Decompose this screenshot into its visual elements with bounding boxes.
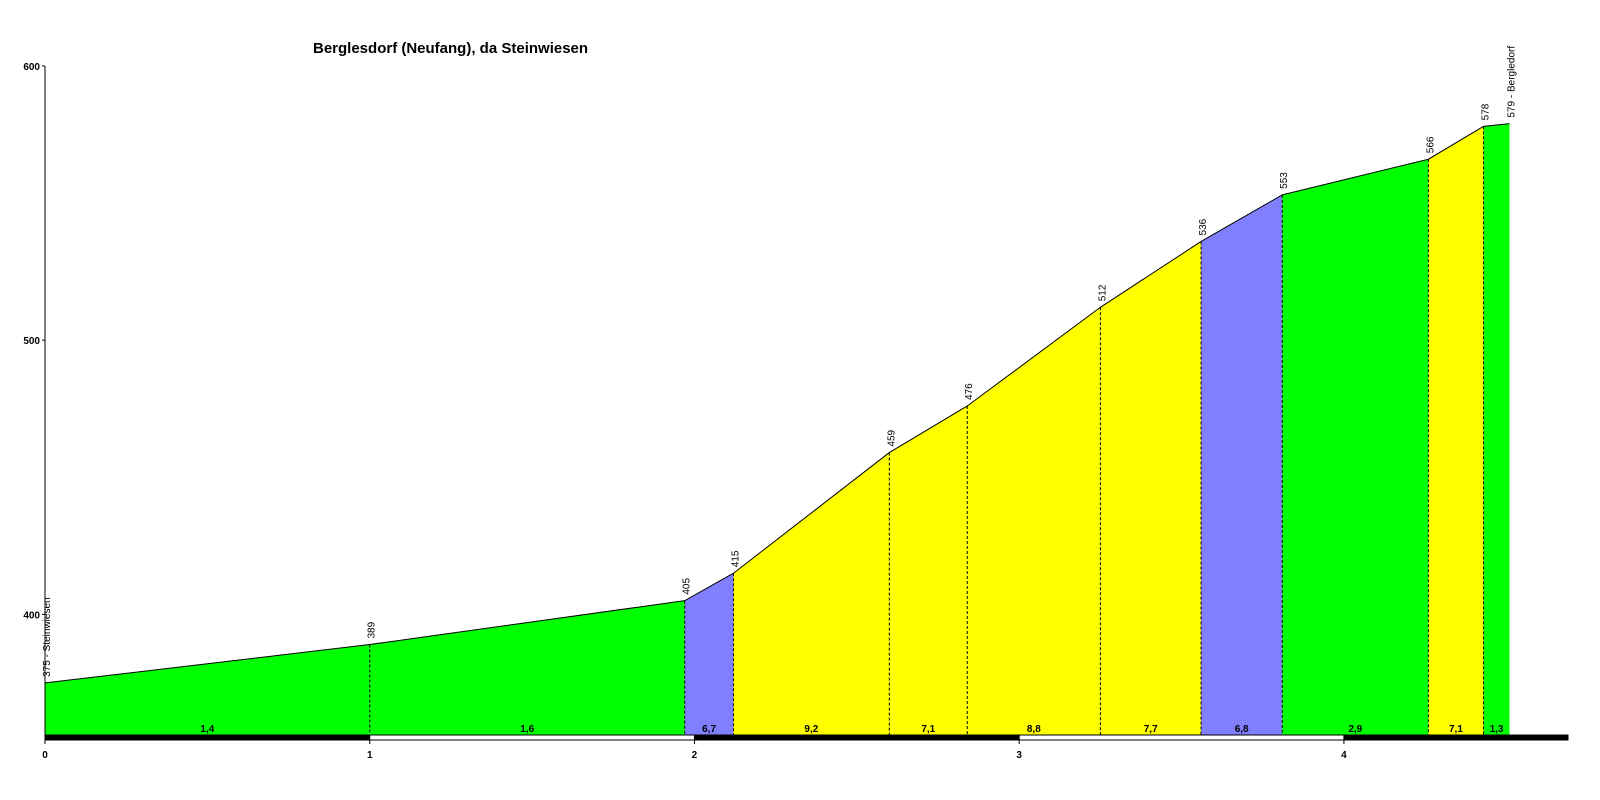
segment-area (684, 573, 734, 735)
segment-grade: 9,2 (804, 724, 818, 735)
segment-area (369, 600, 685, 735)
segment-area (1483, 123, 1510, 735)
segment-area (1201, 194, 1283, 736)
point-label: 405 (682, 578, 693, 595)
point-label: 476 (964, 383, 975, 400)
distance-ruler (44, 734, 371, 741)
distance-ruler (1018, 734, 1345, 741)
y-tick-label: 500 (23, 336, 40, 347)
segment-area (45, 644, 370, 735)
point-label: 579 - Bergledorf (1507, 46, 1518, 118)
point-label: 389 (367, 621, 378, 638)
y-tick-label: 600 (23, 62, 40, 73)
segment-grade: 6,7 (702, 724, 716, 735)
profile-line (44, 123, 1510, 684)
x-tick-label: 2 (692, 750, 698, 761)
point-label: 375 - Steinwiesen (42, 597, 53, 677)
distance-ruler (693, 734, 1020, 741)
segment-grade: 1,4 (200, 724, 214, 735)
segment-grade: 1,6 (520, 724, 534, 735)
point-label: 566 (1425, 136, 1436, 153)
point-label: 512 (1097, 284, 1108, 301)
segment-grade: 7,1 (921, 724, 935, 735)
segment-area (1100, 241, 1202, 735)
x-tick-label: 1 (367, 750, 373, 761)
segment-grade: 7,1 (1449, 724, 1463, 735)
point-label: 578 (1481, 103, 1492, 120)
segment-area (1428, 126, 1484, 735)
segment-grade: 6,8 (1235, 724, 1249, 735)
segment-grade: 8,8 (1027, 724, 1041, 735)
segment-area (733, 452, 890, 735)
segment-area (889, 405, 968, 735)
distance-ruler (369, 734, 695, 741)
point-label: 536 (1198, 218, 1209, 235)
segment-grade: 1,3 (1490, 724, 1504, 735)
x-tick-label: 4 (1341, 750, 1347, 761)
y-tick-label: 400 (23, 610, 40, 621)
segment-area (1282, 159, 1429, 735)
segment-area (967, 307, 1101, 735)
chart-title: Berglesdorf (Neufang), da Steinwiesen (313, 40, 588, 57)
distance-ruler (1343, 734, 1569, 741)
point-label: 415 (730, 550, 741, 567)
point-label: 553 (1279, 172, 1290, 189)
segment-grade: 7,7 (1144, 724, 1158, 735)
x-tick-label: 3 (1016, 750, 1022, 761)
point-label: 459 (886, 429, 897, 446)
segment-grade: 2,9 (1348, 724, 1362, 735)
x-tick-label: 0 (42, 750, 48, 761)
